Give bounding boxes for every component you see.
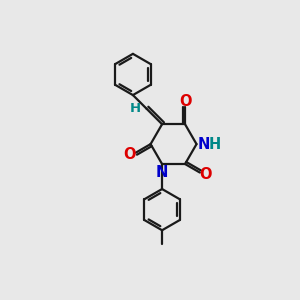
Text: N: N [155,166,168,181]
Text: O: O [124,147,136,162]
Text: H: H [209,136,221,152]
Text: H: H [130,102,141,115]
Text: N: N [198,136,210,152]
Text: O: O [179,94,191,109]
Text: O: O [200,167,212,182]
